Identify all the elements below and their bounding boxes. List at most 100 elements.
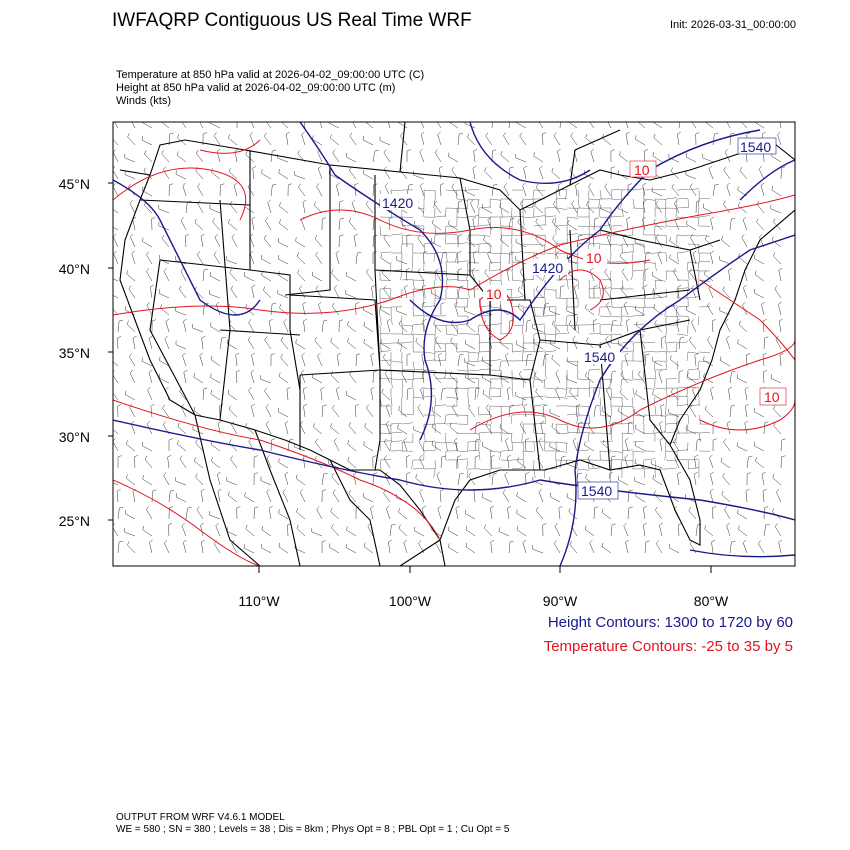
wind-barb-flag: [142, 186, 144, 191]
wind-barb-flag: [590, 148, 595, 152]
wind-barb-flag: [507, 454, 511, 458]
wind-barb-flag: [441, 455, 446, 458]
wind-barb: [555, 372, 561, 384]
wind-barb: [729, 372, 732, 384]
wind-barb-flag: [382, 353, 386, 358]
wind-barb-flag: [671, 183, 675, 188]
wind-barb-flag: [113, 250, 117, 255]
wind-barb: [348, 221, 357, 231]
wind-barb: [363, 496, 374, 503]
wind-barb-flag: [348, 489, 351, 494]
wind-barb-flag: [182, 182, 187, 186]
wind-barb: [467, 136, 476, 146]
wind-barb-flag: [655, 200, 659, 204]
wind-barb: [652, 394, 663, 401]
wind-barb: [642, 219, 646, 231]
wind-barb: [472, 253, 476, 265]
wind-barb-flag: [111, 133, 113, 137]
wind-barb-flag: [295, 237, 297, 242]
wind-barb-flag: [628, 421, 633, 424]
wind-barb-flag: [178, 285, 182, 290]
wind-barb-flag: [210, 322, 212, 327]
wind-barb: [124, 157, 136, 163]
wind-barb: [534, 273, 544, 282]
wind-barb-flag: [643, 284, 648, 288]
wind-barb-flag: [284, 471, 289, 475]
wind-barb: [525, 321, 528, 333]
wind-barb-flag: [703, 373, 705, 378]
wind-barb-flag: [552, 218, 555, 223]
wind-barb: [593, 406, 596, 418]
wind-barb-flag: [179, 455, 183, 459]
wind-barb: [652, 360, 663, 367]
wind-barb-flag: [626, 216, 631, 220]
wind-barb-flag: [619, 151, 621, 156]
wind-barb: [507, 457, 510, 469]
wind-barb: [549, 412, 561, 418]
wind-barb-flag: [296, 524, 299, 529]
wind-barb: [383, 441, 391, 452]
wind-barb: [366, 407, 374, 418]
wind-barb-flag: [297, 269, 300, 274]
wind-barb: [354, 185, 357, 197]
wind-barb-flag: [196, 506, 200, 510]
wind-barb: [540, 423, 544, 435]
wind-barb: [248, 390, 255, 401]
wind-barb-flag: [544, 303, 549, 305]
wind-barb: [419, 457, 425, 469]
wind-barb-flag: [551, 167, 554, 172]
wind-barb-flag: [588, 183, 592, 187]
wind-barb: [677, 134, 680, 146]
wind-barb-flag: [289, 438, 294, 441]
wind-barb: [385, 423, 391, 435]
wind-barb-flag: [346, 526, 348, 531]
wind-barb: [756, 221, 765, 231]
wind-barb-flag: [704, 405, 707, 410]
wind-barb: [777, 134, 782, 146]
wind-barb: [659, 525, 663, 537]
wind-barb-flag: [116, 489, 121, 492]
wind-barb-flag: [621, 268, 625, 272]
wind-barb-flag: [625, 131, 630, 135]
wind-barb: [132, 219, 136, 231]
wind-barb: [618, 479, 629, 486]
wind-barb-flag: [713, 438, 717, 441]
wind-barb: [575, 185, 578, 197]
wind-barb: [432, 427, 442, 435]
wind-barb: [635, 139, 646, 146]
wind-barb-flag: [126, 474, 128, 479]
wind-barb-flag: [635, 441, 637, 446]
wind-barb: [126, 273, 136, 282]
wind-barb: [127, 544, 136, 554]
wind-barb-flag: [500, 236, 503, 241]
wind-barb: [474, 439, 477, 452]
wind-barb: [525, 439, 527, 452]
wind-barb: [473, 287, 476, 299]
wind-barb: [420, 122, 425, 129]
wind-barb: [266, 491, 272, 503]
wind-barb-flag: [594, 506, 599, 509]
wind-barb-flag: [606, 115, 609, 118]
wind-barb: [175, 480, 187, 486]
wind-barb: [372, 184, 374, 197]
wind-barb-flag: [578, 234, 583, 237]
wind-barb-flag: [509, 166, 514, 169]
wind-barb: [366, 204, 374, 214]
wind-barb: [332, 306, 340, 316]
wind-barb-flag: [527, 319, 532, 322]
wind-barb-flag: [709, 488, 714, 492]
wind-barb: [761, 304, 765, 316]
wind-barb: [533, 155, 544, 163]
wind-barb: [619, 392, 629, 401]
wind-barb-flag: [754, 270, 757, 275]
wind-barb-flag: [431, 219, 434, 224]
wind-barb: [725, 321, 731, 333]
wind-barb-flag: [535, 506, 539, 511]
wind-barb-flag: [604, 268, 608, 273]
wind-barb-flag: [472, 165, 477, 169]
wind-barb-flag: [659, 420, 663, 424]
wind-barb-flag: [753, 288, 755, 294]
wind-barb: [415, 477, 425, 486]
wind-barb: [296, 256, 306, 265]
wind-barb: [141, 361, 153, 367]
